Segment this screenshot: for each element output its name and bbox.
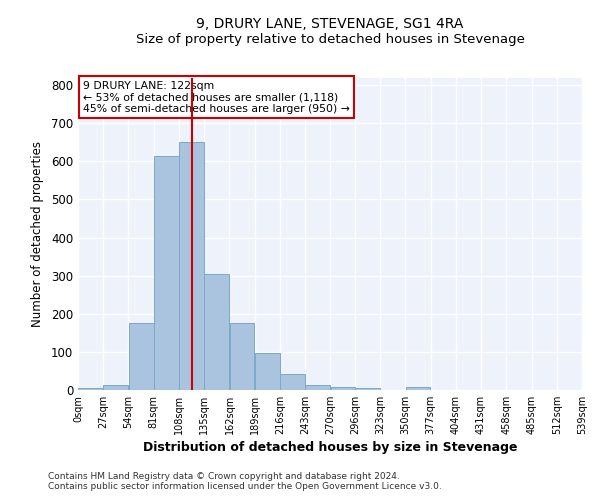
Text: Size of property relative to detached houses in Stevenage: Size of property relative to detached ho… (136, 32, 524, 46)
Bar (154, 156, 179, 390)
Y-axis label: Number of detached properties: Number of detached properties (31, 141, 44, 327)
Bar (205, 274, 229, 390)
Bar (305, 385, 330, 390)
Bar (255, 352, 280, 390)
Bar (179, 142, 204, 390)
Bar (280, 374, 305, 390)
Text: Contains public sector information licensed under the Open Government Licence v3: Contains public sector information licen… (48, 482, 442, 491)
Bar (103, 386, 128, 390)
Text: 9, DRURY LANE, STEVENAGE, SG1 4RA: 9, DRURY LANE, STEVENAGE, SG1 4RA (196, 18, 464, 32)
Bar (331, 388, 355, 390)
Text: Contains HM Land Registry data © Crown copyright and database right 2024.: Contains HM Land Registry data © Crown c… (48, 472, 400, 481)
Bar (129, 324, 154, 390)
X-axis label: Distribution of detached houses by size in Stevenage: Distribution of detached houses by size … (143, 441, 517, 454)
Bar (78, 388, 103, 390)
Bar (355, 388, 380, 390)
Bar (230, 324, 254, 390)
Bar (406, 388, 430, 390)
Text: 9 DRURY LANE: 122sqm
← 53% of detached houses are smaller (1,118)
45% of semi-de: 9 DRURY LANE: 122sqm ← 53% of detached h… (83, 80, 350, 114)
